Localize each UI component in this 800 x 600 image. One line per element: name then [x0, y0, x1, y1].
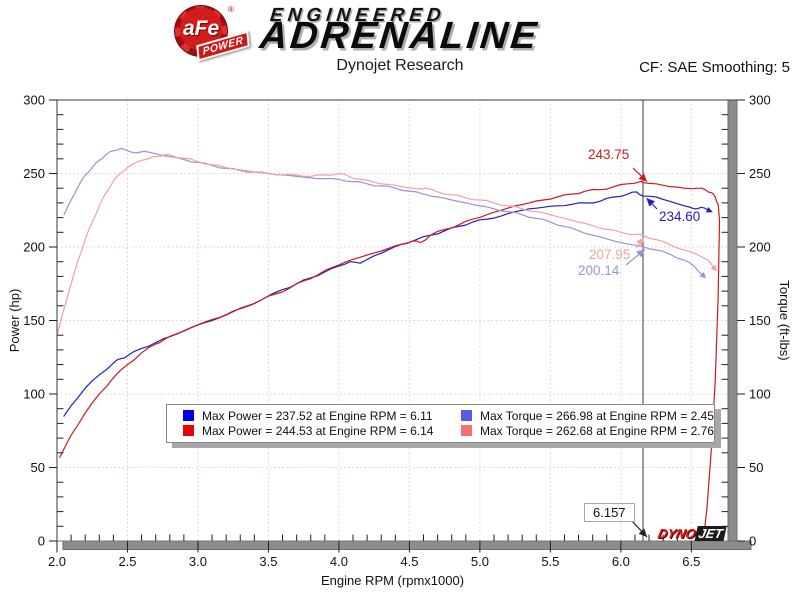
registered-mark: ®: [228, 5, 234, 14]
svg-text:100: 100: [749, 387, 771, 402]
cursor-readout-torque-salmon: 207.95: [589, 247, 631, 262]
svg-text:Power (hp): Power (hp): [7, 289, 22, 353]
legend-item-max-torque-2: Max Torque = 262.68 at Engine RPM = 2.76: [461, 423, 714, 438]
legend-swatch-blue: [183, 410, 194, 421]
chart-title: Dynojet Research: [336, 57, 464, 74]
dynojet-watermark: DYNOJET: [656, 526, 728, 541]
legend: Max Power = 237.52 at Engine RPM = 6.11 …: [166, 404, 715, 443]
svg-text:50: 50: [31, 460, 45, 475]
legend-item-max-power-2: Max Power = 244.53 at Engine RPM = 6.14: [183, 423, 461, 438]
svg-text:0: 0: [38, 534, 45, 549]
afe-badge-text: aFe: [183, 17, 220, 40]
svg-text:4.0: 4.0: [330, 554, 348, 569]
legend-swatch-red: [183, 425, 194, 436]
dyno-chart-plot: 0 0 50 50 100 100 150 150 200 200 250 250 300 300 2.0 2…: [7, 93, 792, 589]
svg-text:100: 100: [23, 387, 45, 402]
cursor-rpm-readout[interactable]: 6.157: [584, 503, 635, 522]
svg-text:150: 150: [749, 313, 771, 328]
svg-text:300: 300: [23, 93, 45, 108]
legend-label: Max Power = 244.53 at Engine RPM = 6.14: [202, 423, 434, 438]
cursor-readout-torque-periwinkle: 200.14: [578, 263, 620, 278]
legend-swatch-salmon: [461, 425, 472, 436]
svg-text:6.0: 6.0: [612, 554, 630, 569]
legend-label: Max Torque = 266.98 at Engine RPM = 2.45: [480, 408, 714, 423]
afe-logo: aFe ® POWER ENGINEERED ADRENALINE: [168, 1, 618, 62]
dynojet-watermark-jet: JET: [694, 526, 728, 541]
svg-text:2.0: 2.0: [48, 554, 66, 569]
svg-text:Engine RPM (rpmx1000): Engine RPM (rpmx1000): [321, 573, 464, 588]
cursor-readout-power-blue: 234.60: [659, 209, 701, 224]
legend-item-max-power-1: Max Power = 237.52 at Engine RPM = 6.11: [183, 408, 461, 423]
legend-label: Max Torque = 262.68 at Engine RPM = 2.76: [480, 423, 714, 438]
svg-text:150: 150: [23, 313, 45, 328]
svg-text:4.5: 4.5: [400, 554, 418, 569]
afe-badge-icon: aFe ® POWER: [174, 5, 250, 62]
svg-text:3.0: 3.0: [189, 554, 207, 569]
svg-text:250: 250: [749, 166, 771, 181]
svg-text:200: 200: [749, 240, 771, 255]
svg-text:50: 50: [749, 460, 763, 475]
correction-smoothing-label: CF: SAE Smoothing: 5: [639, 59, 790, 76]
dynojet-watermark-dyno: DYNO: [656, 526, 698, 541]
svg-text:5.0: 5.0: [471, 554, 489, 569]
svg-text:5.5: 5.5: [541, 554, 559, 569]
legend-swatch-periwinkle: [461, 410, 472, 421]
svg-text:Torque (ft-lbs): Torque (ft-lbs): [777, 280, 792, 360]
svg-text:250: 250: [23, 166, 45, 181]
svg-text:0: 0: [749, 534, 756, 549]
svg-text:300: 300: [749, 93, 771, 108]
legend-label: Max Power = 237.52 at Engine RPM = 6.11: [202, 408, 433, 423]
svg-text:200: 200: [23, 240, 45, 255]
svg-text:3.5: 3.5: [259, 554, 277, 569]
logo-line-adrenaline: ADRENALINE: [257, 15, 542, 57]
svg-text:2.5: 2.5: [118, 554, 136, 569]
svg-text:6.5: 6.5: [682, 554, 700, 569]
cursor-readout-power-red: 243.75: [588, 147, 630, 162]
legend-item-max-torque-1: Max Torque = 266.98 at Engine RPM = 2.45: [461, 408, 714, 423]
